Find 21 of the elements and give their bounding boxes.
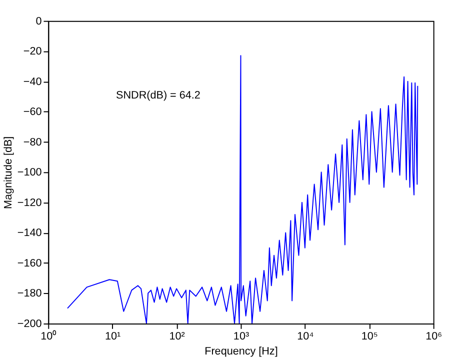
annotation: SNDR(dB) = 64.2 [116,89,200,102]
y-axis-title: Magnitude [dB] [2,136,15,209]
y-tick-label: −40 [23,76,42,88]
x-tick-label: 10⁵ [361,330,378,343]
y-tick-label: 0 [36,15,42,28]
x-tick-label: 10³ [233,330,250,343]
y-tick-label: −140 [17,227,42,240]
y-tick-label: −120 [17,196,42,209]
y-tick-label: −20 [23,46,42,58]
x-tick-label: 10⁰ [40,330,57,343]
x-tick-label: 10² [169,330,186,343]
x-tick-label: 10⁴ [297,330,314,343]
x-tick-label: 10⁶ [426,330,442,343]
x-tick-label: 10¹ [105,330,122,343]
y-tick-label: −80 [23,136,42,148]
y-tick-label: −160 [17,257,42,270]
y-tick-label: −100 [17,166,42,179]
y-tick-label: −180 [17,288,42,300]
y-tick-label: −60 [23,106,42,118]
x-axis-title: Frequency [Hz] [204,345,278,358]
y-tick-label: −200 [17,318,42,330]
